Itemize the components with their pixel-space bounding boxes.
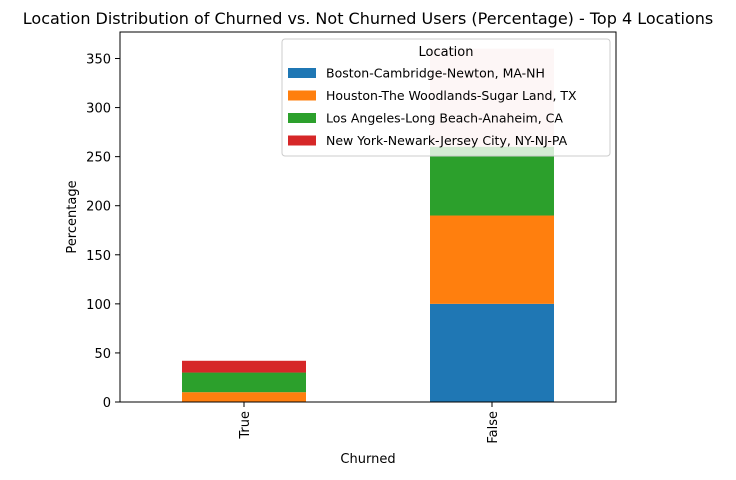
x-axis: True False [238, 402, 501, 444]
bar-segment [430, 146, 554, 216]
y-tick-label: 150 [86, 249, 111, 264]
legend-label: Boston-Cambridge-Newton, MA-NH [326, 66, 545, 81]
x-tick-label: False [486, 411, 501, 444]
y-tick-label: 350 [86, 52, 111, 67]
chart-title: Location Distribution of Churned vs. Not… [23, 9, 713, 28]
plot-frame [119, 31, 617, 403]
legend: Location Boston-Cambridge-Newton, MA-NH H… [281, 38, 611, 157]
legend-label: Houston-The Woodlands-Sugar Land, TX [326, 88, 577, 103]
legend-label: New York-Newark-Jersey City, NY-NJ-PA [326, 133, 568, 148]
legend-swatch [288, 68, 316, 78]
y-tick-label: 50 [94, 347, 111, 362]
x-axis-label: Churned [340, 452, 395, 467]
legend-box [281, 38, 611, 157]
bar-segment [430, 303, 554, 402]
y-axis-label: Percentage [65, 180, 80, 253]
legend-label: Los Angeles-Long Beach-Anaheim, CA [326, 111, 563, 126]
x-tick-label: True [238, 411, 253, 440]
legend-swatch [288, 113, 316, 123]
legend-items: Boston-Cambridge-Newton, MA-NH Houston-Th… [288, 66, 577, 148]
y-tick-label: 100 [86, 298, 111, 313]
legend-title: Location [419, 45, 474, 60]
y-axis: 0 50 100 150 200 250 300 350 [86, 52, 120, 411]
legend-swatch [288, 90, 316, 101]
y-tick-label: 300 [86, 102, 111, 117]
legend-swatch [288, 135, 316, 146]
y-tick-label: 0 [103, 396, 111, 411]
y-tick-label: 250 [86, 151, 111, 166]
bar-segment [182, 372, 306, 393]
bar-segment [182, 392, 306, 402]
y-tick-label: 200 [86, 200, 111, 215]
bar-segment [182, 360, 306, 373]
bar-segment [430, 215, 554, 304]
